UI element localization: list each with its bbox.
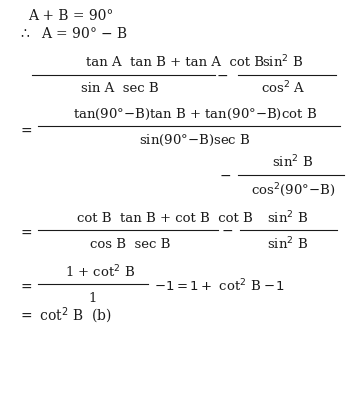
Text: sin$^2$ B: sin$^2$ B [267, 210, 309, 226]
Text: $- 1 = 1 +$ cot$^2$ B $- 1$: $- 1 = 1 +$ cot$^2$ B $- 1$ [154, 278, 284, 294]
Text: $=$: $=$ [18, 225, 33, 239]
Text: $=$ cot$^2$ B  (b): $=$ cot$^2$ B (b) [18, 306, 112, 326]
Text: $\therefore$  A = 90° $-$ B: $\therefore$ A = 90° $-$ B [18, 27, 128, 41]
Text: 1: 1 [89, 291, 97, 304]
Text: sin$^2$ B: sin$^2$ B [263, 54, 304, 70]
Text: sin$^2$ B: sin$^2$ B [272, 154, 313, 170]
Text: sin$^2$ B: sin$^2$ B [267, 236, 309, 252]
Text: tan(90°$-$B)tan B + tan(90°$-$B)cot B: tan(90°$-$B)tan B + tan(90°$-$B)cot B [73, 106, 317, 121]
Text: sin(90°$-$B)sec B: sin(90°$-$B)sec B [139, 133, 251, 148]
Text: cos$^2$(90°$-$B): cos$^2$(90°$-$B) [251, 181, 335, 199]
Text: $=$: $=$ [18, 123, 33, 137]
Text: $-$: $-$ [216, 68, 228, 82]
Text: cos B  sec B: cos B sec B [90, 238, 170, 250]
Text: $=$: $=$ [18, 279, 33, 293]
Text: cot B  tan B + cot B  cot B: cot B tan B + cot B cot B [77, 211, 253, 224]
Text: $-$: $-$ [219, 168, 231, 182]
Text: cos$^2$ A: cos$^2$ A [261, 80, 305, 96]
Text: A + B = 90°: A + B = 90° [28, 9, 113, 23]
Text: 1 + cot$^2$ B: 1 + cot$^2$ B [65, 264, 135, 280]
Text: tan A  tan B + tan A  cot B: tan A tan B + tan A cot B [86, 55, 264, 68]
Text: sin A  sec B: sin A sec B [81, 82, 159, 94]
Text: $-$: $-$ [221, 223, 233, 237]
